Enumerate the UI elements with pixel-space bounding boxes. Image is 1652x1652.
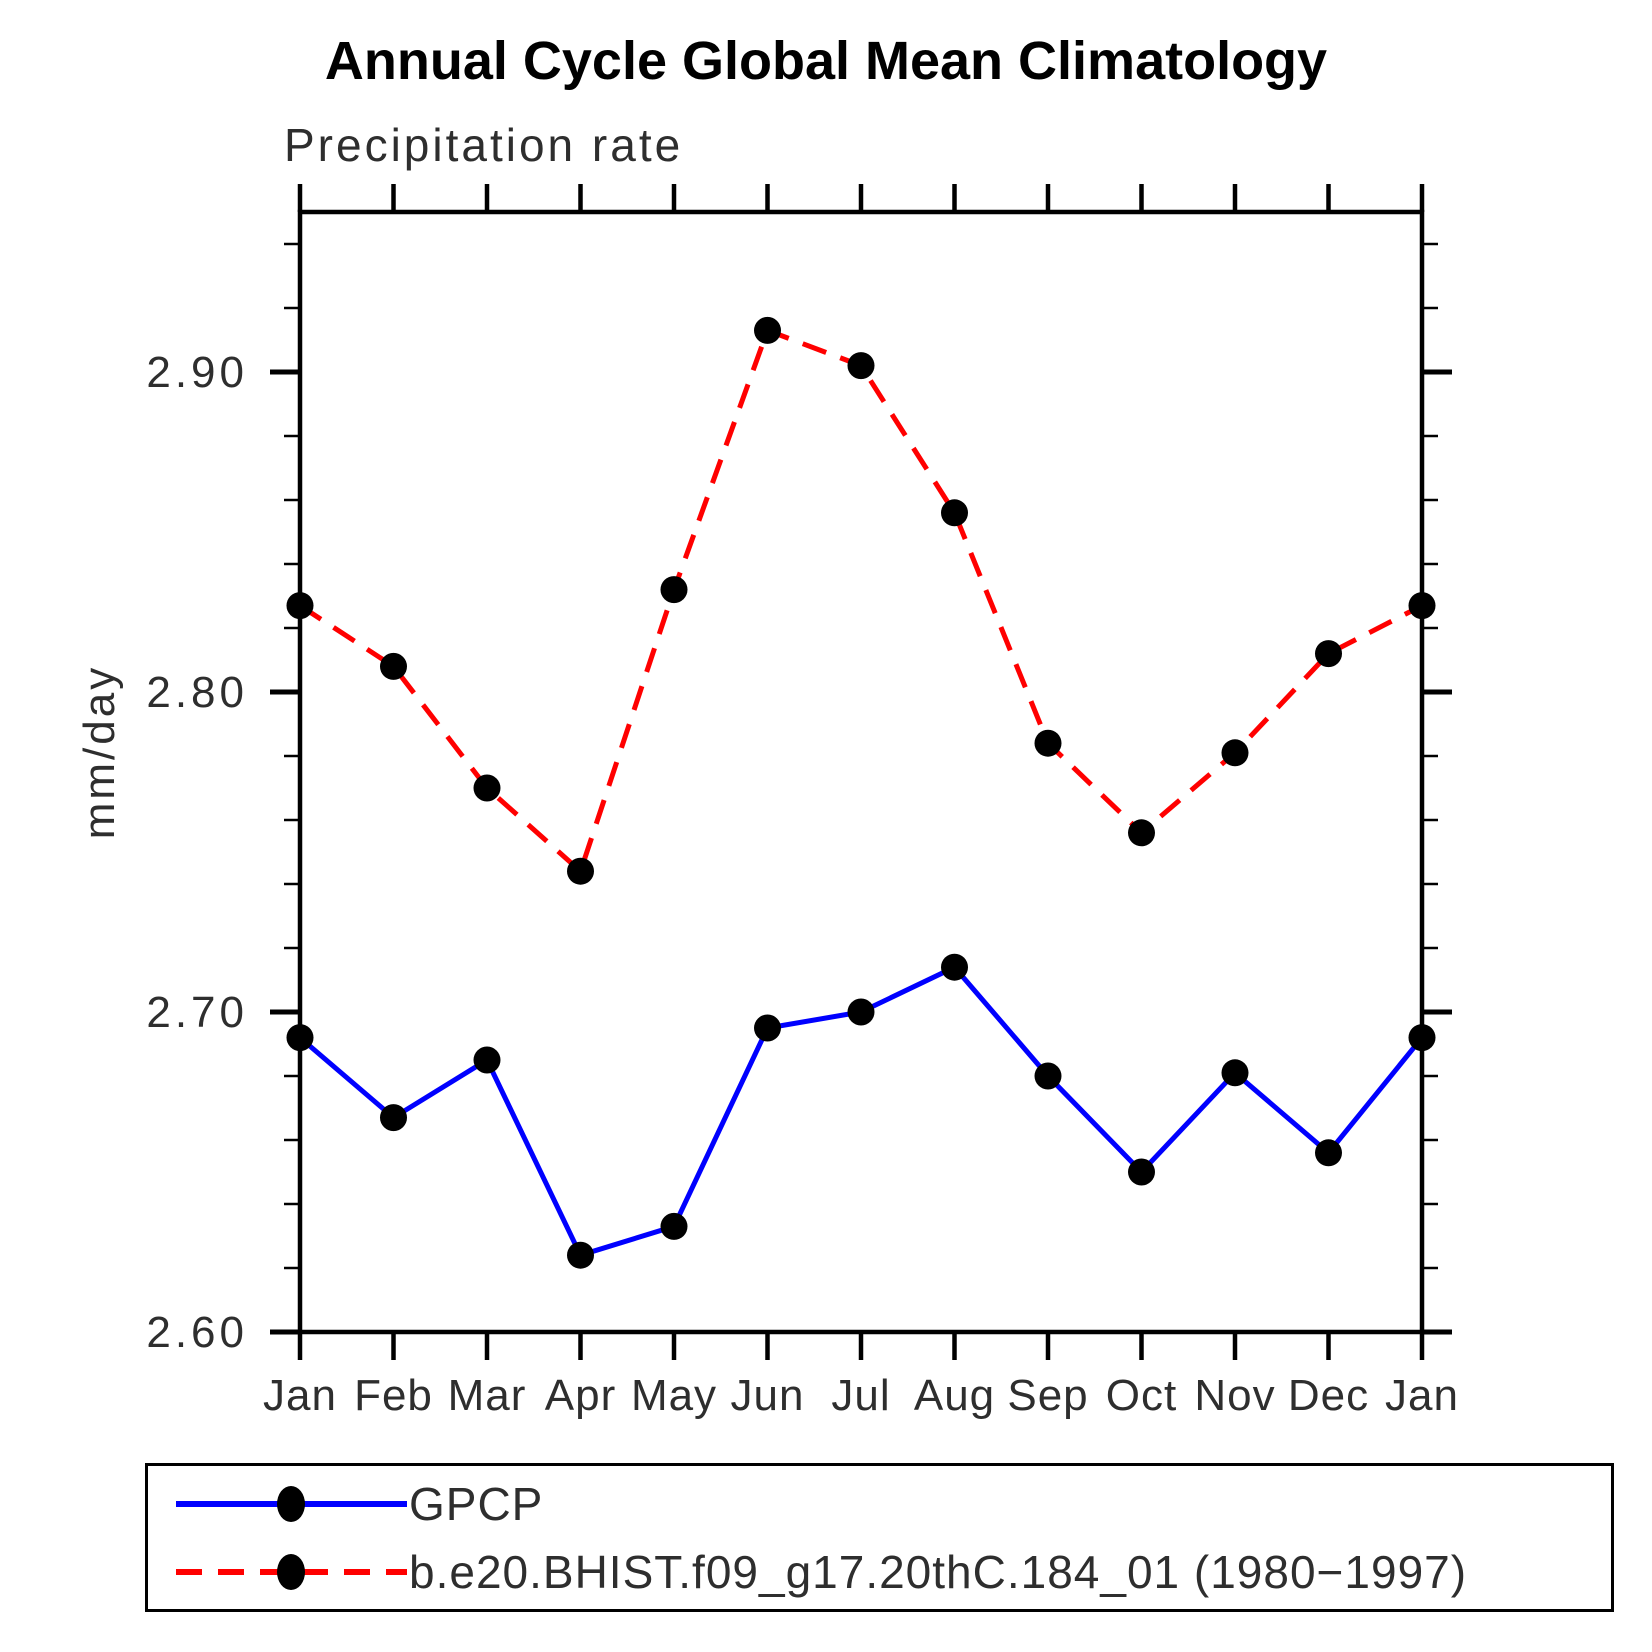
- legend-line-solid-sample: [176, 1485, 407, 1522]
- x-tick-label: Feb: [354, 1371, 433, 1420]
- x-tick-label: Jan: [263, 1371, 337, 1420]
- data-point-marker: [473, 1046, 501, 1074]
- data-point-marker: [1128, 819, 1155, 847]
- data-point-marker: [847, 998, 875, 1026]
- data-point-marker: [380, 1104, 407, 1132]
- legend-label: b.e20.BHIST.f09_g17.20thC.184_01 (1980−1…: [409, 1545, 1468, 1598]
- x-tick-label: Apr: [545, 1371, 616, 1420]
- data-point-marker: [567, 857, 594, 885]
- series-b-e20-bhist-f09-g17-20th: [286, 316, 1436, 885]
- data-point-marker: [1315, 640, 1342, 668]
- data-point-marker: [660, 576, 688, 604]
- data-point-marker: [380, 652, 407, 680]
- legend-label: GPCP: [409, 1477, 544, 1530]
- legend-line-dashed-sample: [176, 1553, 407, 1590]
- data-point-marker: [286, 1024, 314, 1052]
- y-axis-label: mm/day: [75, 664, 124, 840]
- x-tick-label: Sep: [1007, 1371, 1088, 1420]
- legend-entry-gpcp: GPCP: [174, 1474, 1611, 1534]
- x-tick-label: Jun: [731, 1371, 805, 1420]
- x-tick-label: May: [631, 1371, 717, 1420]
- legend-entry-model: b.e20.BHIST.f09_g17.20thC.184_01 (1980−1…: [174, 1542, 1611, 1602]
- data-point-marker: [1221, 1059, 1249, 1087]
- x-tick-label: Dec: [1288, 1371, 1369, 1420]
- data-point-marker: [473, 774, 501, 802]
- series-gpcp: [286, 953, 1436, 1269]
- y-tick-label: 2.70: [146, 988, 248, 1037]
- legend-marker-dot: [277, 1553, 305, 1590]
- data-point-marker: [1221, 739, 1249, 767]
- data-point-marker: [1034, 1062, 1062, 1090]
- x-tick-label: Jan: [1385, 1371, 1459, 1420]
- data-point-marker: [847, 352, 875, 380]
- data-point-marker: [567, 1241, 594, 1269]
- data-point-marker: [1408, 592, 1436, 620]
- data-point-marker: [286, 592, 314, 620]
- chart-subtitle: Precipitation rate: [284, 119, 684, 171]
- x-tick-label: Oct: [1106, 1371, 1177, 1420]
- legend-box: GPCP b.e20.BHIST.f09_g17.20thC.184_01 (1…: [145, 1463, 1614, 1612]
- y-tick-label: 2.60: [146, 1308, 248, 1357]
- y-tick-label: 2.80: [146, 668, 248, 717]
- x-tick-label: Mar: [448, 1371, 527, 1420]
- y-tick-label: 2.90: [146, 348, 248, 397]
- x-tick-label: Nov: [1194, 1371, 1275, 1420]
- x-axis-ticks: Jan Feb Mar Apr May Jun Jul Aug Sep Oct Nov Dec Jan: [263, 184, 1459, 1420]
- data-point-marker: [941, 953, 968, 981]
- data-point-marker: [754, 316, 781, 344]
- data-point-marker: [941, 499, 968, 527]
- data-point-marker: [1408, 1024, 1436, 1052]
- x-tick-label: Jul: [831, 1371, 890, 1420]
- plot-frame: [297, 209, 1425, 1335]
- x-tick-label: Aug: [914, 1371, 995, 1420]
- data-point-marker: [1128, 1158, 1155, 1186]
- data-point-marker: [754, 1014, 781, 1042]
- data-point-marker: [1034, 729, 1062, 757]
- chart-title: Annual Cycle Global Mean Climatology: [324, 31, 1328, 91]
- y-axis-ticks: 2.60 2.70 2.80 2.90: [146, 242, 1452, 1357]
- data-point-marker: [1315, 1139, 1342, 1167]
- legend-marker-dot: [277, 1485, 305, 1522]
- data-point-marker: [660, 1212, 688, 1240]
